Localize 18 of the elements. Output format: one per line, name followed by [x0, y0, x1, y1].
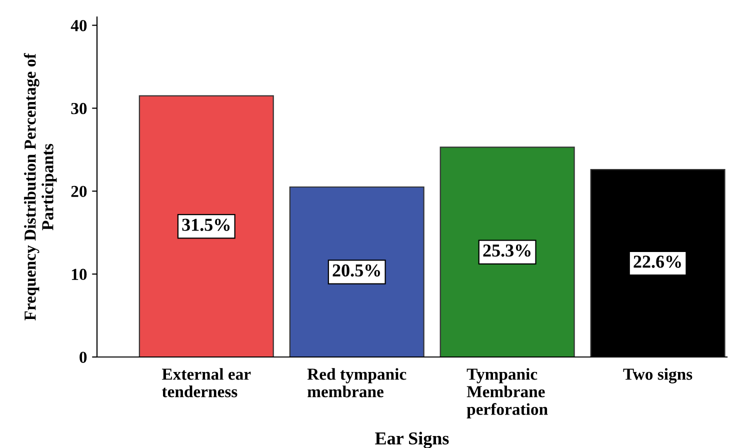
bar	[289, 186, 424, 357]
data-label: 22.6%	[634, 256, 681, 268]
y-tick-label: 0	[80, 352, 87, 363]
y-tick-label: 30	[71, 102, 87, 114]
data-label: 20.5%	[332, 264, 380, 277]
x-tick-label: Red tympanic membrane	[307, 368, 406, 398]
bar	[138, 95, 274, 357]
data-label: 31.5%	[182, 218, 230, 231]
x-axis-title: Ear Signs	[375, 432, 449, 448]
y-axis-title: Frequency Distribution Percentage of Participants	[24, 53, 57, 320]
y-tick-label: 20	[71, 186, 87, 198]
data-label: 25.3%	[483, 244, 530, 257]
bar	[440, 146, 575, 357]
x-tick-label: Tympanic Membrane perforation	[466, 368, 548, 418]
y-tick-label: 40	[70, 20, 87, 32]
y-tick-label: 10	[72, 268, 87, 280]
x-tick-label: External ear tenderness	[162, 368, 251, 398]
x-tick-label: Two signs	[623, 368, 692, 384]
